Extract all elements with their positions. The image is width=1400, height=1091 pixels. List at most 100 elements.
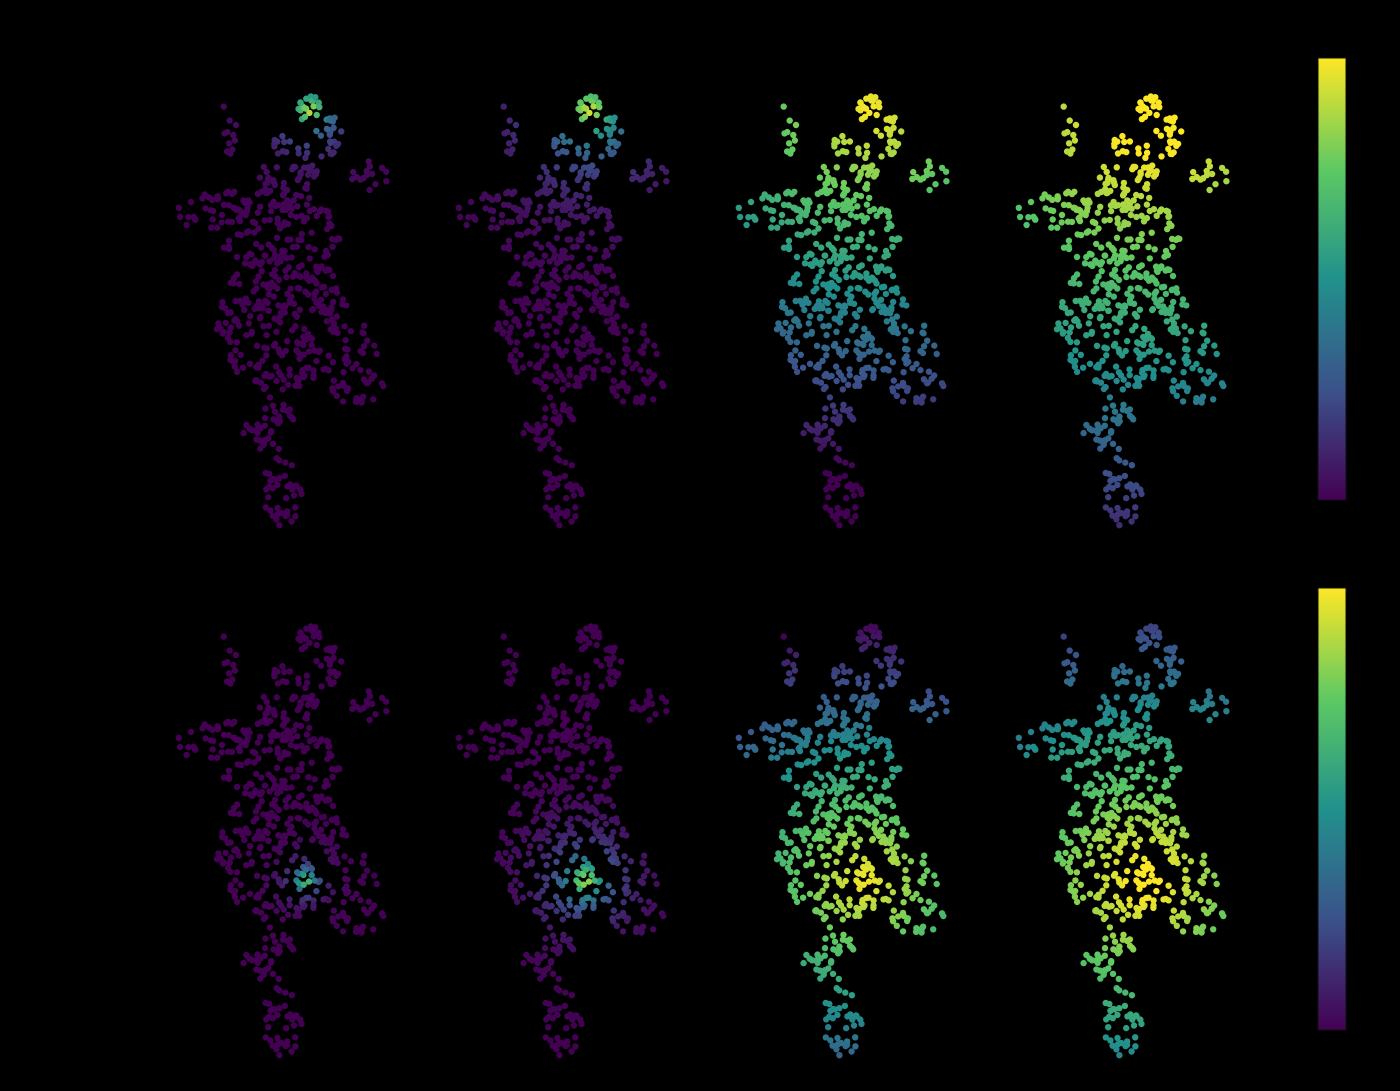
point <box>588 335 596 343</box>
point <box>854 733 861 740</box>
point <box>1189 365 1196 372</box>
point <box>1079 831 1086 838</box>
point <box>854 176 861 184</box>
point <box>333 672 340 679</box>
point <box>562 877 569 885</box>
point <box>1206 693 1214 700</box>
point <box>292 1034 299 1041</box>
point <box>646 716 653 724</box>
point <box>554 504 561 512</box>
point <box>602 820 610 828</box>
point <box>313 797 321 804</box>
point <box>1065 245 1073 253</box>
point <box>577 629 584 636</box>
point <box>281 833 289 841</box>
point <box>765 194 773 201</box>
point <box>286 366 293 373</box>
point <box>533 436 540 443</box>
point <box>1166 131 1174 138</box>
point <box>274 680 282 687</box>
point <box>308 865 316 873</box>
point <box>805 299 812 306</box>
point <box>551 673 558 680</box>
point <box>885 743 893 750</box>
point <box>287 481 294 488</box>
point <box>876 877 883 884</box>
point <box>318 683 325 690</box>
point <box>1146 785 1154 792</box>
point <box>339 379 347 387</box>
point <box>1086 890 1094 897</box>
point <box>1066 647 1073 654</box>
point <box>1156 347 1164 354</box>
point <box>825 965 832 972</box>
point <box>848 784 855 791</box>
point <box>809 218 817 225</box>
point <box>863 201 871 208</box>
point <box>805 320 812 327</box>
point <box>584 164 592 171</box>
point <box>548 957 555 965</box>
point <box>799 831 806 838</box>
point <box>344 876 351 883</box>
point <box>792 827 799 835</box>
point <box>1122 989 1129 996</box>
point <box>1071 667 1079 674</box>
point <box>1116 319 1124 326</box>
point <box>561 247 568 255</box>
point <box>779 299 786 306</box>
point <box>815 225 822 232</box>
point <box>503 678 511 685</box>
point <box>1059 860 1067 867</box>
point <box>780 633 787 640</box>
point <box>893 843 900 850</box>
point <box>284 867 291 875</box>
point <box>543 352 550 359</box>
point <box>791 667 799 674</box>
point <box>878 153 885 160</box>
point <box>572 322 579 330</box>
point <box>533 966 540 973</box>
point <box>232 297 239 305</box>
point <box>223 148 231 155</box>
point <box>528 261 536 268</box>
point <box>519 301 526 308</box>
point <box>1170 377 1178 384</box>
point <box>513 783 521 791</box>
point <box>295 793 303 801</box>
point <box>325 743 333 750</box>
point <box>1061 660 1068 667</box>
point <box>208 754 215 761</box>
point <box>885 367 892 374</box>
point <box>829 475 837 483</box>
point <box>790 131 797 139</box>
point <box>1193 395 1200 402</box>
point <box>1089 218 1097 225</box>
point <box>239 831 246 838</box>
point <box>830 255 838 262</box>
point <box>560 253 568 260</box>
point <box>940 382 947 390</box>
point <box>817 203 824 210</box>
point <box>767 207 774 214</box>
point <box>613 672 620 679</box>
point <box>330 124 337 131</box>
point <box>816 315 824 322</box>
point <box>373 350 380 358</box>
point <box>269 970 277 977</box>
point <box>822 935 829 942</box>
point <box>504 334 512 342</box>
point <box>1145 364 1152 371</box>
point <box>1073 339 1081 346</box>
point <box>787 854 795 861</box>
point <box>780 201 788 208</box>
point <box>566 668 574 675</box>
point <box>578 742 585 749</box>
point <box>779 330 786 337</box>
point <box>535 828 543 835</box>
point <box>622 337 629 344</box>
point <box>533 770 540 778</box>
point <box>827 737 835 745</box>
point <box>343 832 350 839</box>
point <box>598 206 605 213</box>
